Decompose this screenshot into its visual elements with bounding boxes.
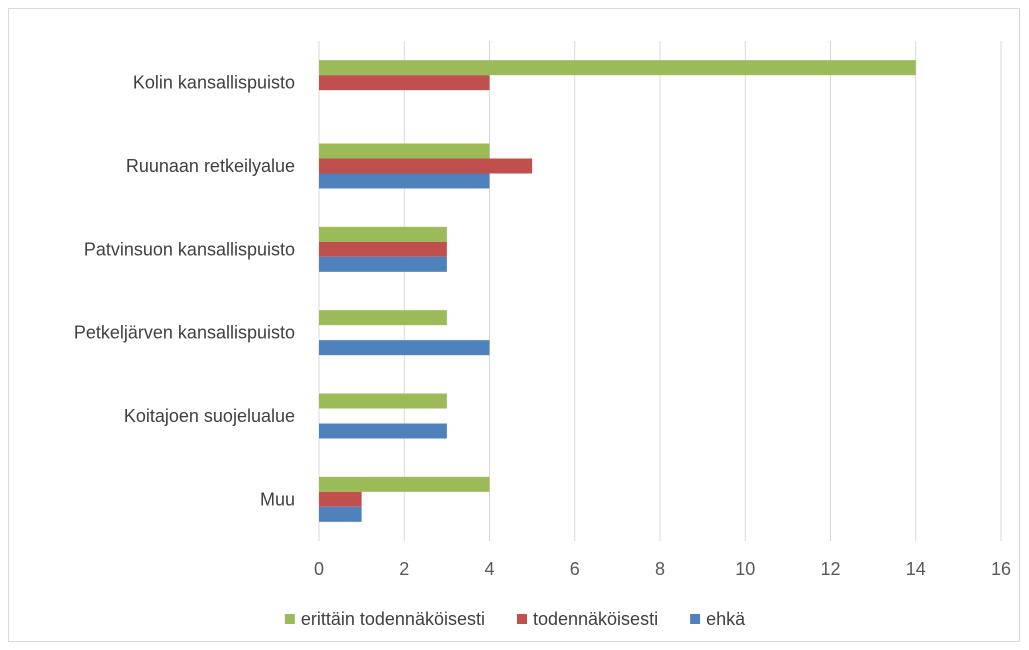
bar-1-1 bbox=[319, 60, 916, 76]
x-tick-label: 4 bbox=[484, 559, 494, 579]
category-label: Ruunaan retkeilyalue bbox=[126, 156, 295, 176]
chart-frame: Kolin kansallispuisto Ruunaan retkeilyalu… bbox=[8, 8, 1020, 642]
x-tick-label: 8 bbox=[655, 559, 665, 579]
gridlines bbox=[318, 41, 1002, 541]
legend-label: erittäin todennäköisesti bbox=[301, 609, 485, 629]
category-label: Koitajoen suojelualue bbox=[124, 406, 295, 426]
x-tick-label: 6 bbox=[570, 559, 580, 579]
bar-2-1 bbox=[319, 75, 490, 91]
bar-3-2 bbox=[319, 173, 490, 189]
bar-3-5 bbox=[319, 423, 447, 439]
bar-1-3 bbox=[319, 226, 447, 242]
bar-1-2 bbox=[319, 143, 490, 159]
bar-3-6 bbox=[319, 506, 362, 522]
bar-3-3 bbox=[319, 256, 447, 272]
bars bbox=[319, 60, 916, 522]
bar-1-5 bbox=[319, 393, 447, 409]
bar-1-4 bbox=[319, 310, 447, 326]
x-tick-label: 16 bbox=[991, 559, 1011, 579]
category-label: Muu bbox=[260, 489, 295, 509]
bar-chart: Kolin kansallispuisto Ruunaan retkeilyalu… bbox=[74, 41, 1011, 629]
x-tick-label: 12 bbox=[820, 559, 840, 579]
x-axis-tick-labels: 0 2 4 6 8 10 12 14 16 bbox=[314, 559, 1011, 579]
category-label: Patvinsuon kansallispuisto bbox=[84, 239, 295, 259]
legend-label: ehkä bbox=[706, 609, 746, 629]
x-tick-label: 2 bbox=[399, 559, 409, 579]
x-tick-label: 10 bbox=[735, 559, 755, 579]
x-tick-label: 0 bbox=[314, 559, 324, 579]
bar-2-6 bbox=[319, 491, 362, 507]
bar-1-6 bbox=[319, 476, 490, 492]
legend-swatch bbox=[690, 614, 701, 624]
legend-label: todennäköisesti bbox=[533, 609, 658, 629]
bar-3-4 bbox=[319, 340, 490, 356]
category-label: Petkeljärven kansallispuisto bbox=[74, 323, 295, 343]
category-label: Kolin kansallispuisto bbox=[133, 73, 295, 93]
legend-swatch bbox=[516, 614, 527, 624]
bar-2-2 bbox=[319, 158, 533, 174]
legend-swatch bbox=[284, 614, 295, 624]
category-labels: Kolin kansallispuisto Ruunaan retkeilyalu… bbox=[74, 73, 295, 510]
legend: erittäin todennäköisesti todennäköisesti e… bbox=[284, 609, 746, 629]
bar-2-3 bbox=[319, 241, 447, 257]
x-tick-label: 14 bbox=[906, 559, 926, 579]
